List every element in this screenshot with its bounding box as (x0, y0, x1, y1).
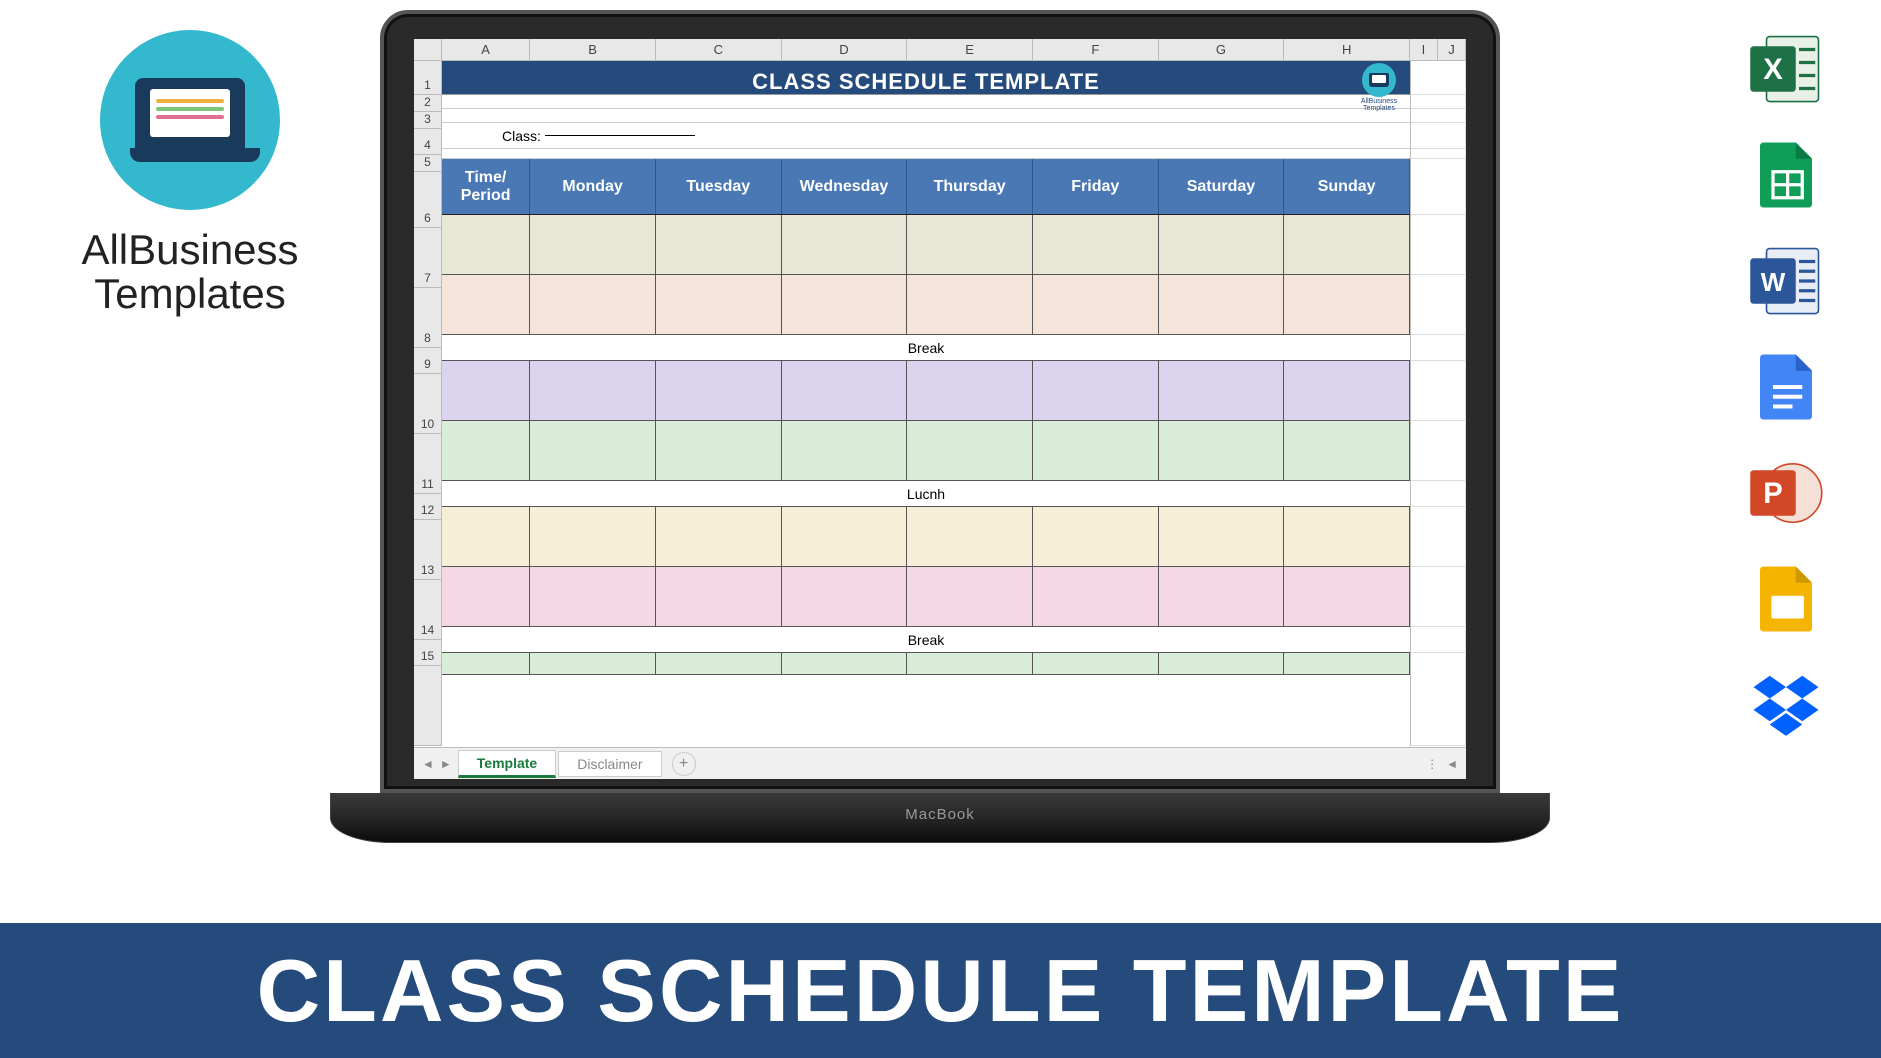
row-header-8[interactable]: 8 (414, 288, 441, 348)
row-header-1[interactable]: 1 (414, 61, 441, 95)
brand-name: AllBusinessTemplates (60, 228, 320, 316)
tab-options-icon[interactable]: ⋮ (1426, 757, 1438, 771)
period-row-7[interactable] (442, 653, 1410, 675)
column-headers-row: A B C D E F G H I J (414, 39, 1466, 61)
sheets-icon (1747, 136, 1825, 214)
row-header-9[interactable]: 9 (414, 348, 441, 374)
col-header-h[interactable]: H (1284, 39, 1410, 60)
sheet-title: CLASS SCHEDULE TEMPLATE (442, 61, 1410, 95)
lunch-row: Lucnh (442, 481, 1410, 507)
col-header-i[interactable]: I (1410, 39, 1438, 60)
empty-side-columns (1410, 61, 1466, 746)
tuesday-header: Tuesday (656, 159, 782, 214)
col-header-d[interactable]: D (782, 39, 908, 60)
day-headers-row: Time/Period Monday Tuesday Wednesday Thu… (442, 159, 1410, 215)
col-header-a[interactable]: A (442, 39, 530, 60)
add-sheet-button[interactable]: + (672, 752, 696, 776)
break-row-1: Break (442, 335, 1410, 361)
row-header-4[interactable]: 4 (414, 129, 441, 155)
row-header-14[interactable]: 14 (414, 580, 441, 640)
col-header-g[interactable]: G (1159, 39, 1285, 60)
row-header-13[interactable]: 13 (414, 520, 441, 580)
grid-area: CLASS SCHEDULE TEMPLATE Class: Time/Peri… (442, 61, 1466, 746)
bottom-banner: CLASS SCHEDULE TEMPLATE (0, 923, 1881, 1058)
sunday-header: Sunday (1284, 159, 1410, 214)
col-header-c[interactable]: C (656, 39, 782, 60)
dropbox-icon (1747, 666, 1825, 744)
powerpoint-icon: P (1747, 454, 1825, 532)
word-icon: W (1747, 242, 1825, 320)
row-header-11[interactable]: 11 (414, 434, 441, 494)
laptop-icon (130, 78, 250, 163)
excel-icon: X (1747, 30, 1825, 108)
svg-text:P: P (1763, 478, 1783, 510)
period-row-5[interactable] (442, 507, 1410, 567)
format-icons-column: X W P (1741, 30, 1831, 744)
sheet-tab-disclaimer[interactable]: Disclaimer (558, 751, 661, 777)
tab-nav-next-icon[interactable]: ► (440, 757, 452, 771)
svg-text:W: W (1761, 267, 1786, 297)
period-row-2[interactable] (442, 275, 1410, 335)
row-header-15[interactable]: 15 (414, 640, 441, 666)
class-label-row[interactable]: Class: (442, 123, 1410, 149)
period-row-3[interactable] (442, 361, 1410, 421)
col-header-f[interactable]: F (1033, 39, 1159, 60)
period-row-4[interactable] (442, 421, 1410, 481)
time-period-header: Time/Period (442, 159, 530, 214)
col-header-j[interactable]: J (1438, 39, 1466, 60)
slides-icon (1747, 560, 1825, 638)
sheet-tabs-bar: ◄ ► Template Disclaimer + ⋮ ◄ (414, 747, 1466, 779)
tab-nav-prev-icon[interactable]: ◄ (422, 757, 434, 771)
brand-logo: AllBusinessTemplates (60, 30, 320, 316)
brand-logo-circle (100, 30, 280, 210)
friday-header: Friday (1033, 159, 1159, 214)
row-header-2[interactable]: 2 (414, 95, 441, 112)
row-header-10[interactable]: 10 (414, 374, 441, 434)
laptop-mockup: A B C D E F G H I J 1 2 3 4 5 6 (380, 10, 1500, 843)
banner-title: CLASS SCHEDULE TEMPLATE (257, 940, 1625, 1042)
corner-logo-badge: AllBusiness Templates (1352, 63, 1406, 112)
saturday-header: Saturday (1159, 159, 1285, 214)
thursday-header: Thursday (907, 159, 1033, 214)
monday-header: Monday (530, 159, 656, 214)
row-headers-column: 1 2 3 4 5 6 7 8 9 10 11 12 13 14 15 (414, 61, 442, 746)
break-row-2: Break (442, 627, 1410, 653)
svg-text:X: X (1763, 54, 1783, 86)
spreadsheet-screen: A B C D E F G H I J 1 2 3 4 5 6 (414, 39, 1466, 779)
wednesday-header: Wednesday (782, 159, 908, 214)
period-row-1[interactable] (442, 215, 1410, 275)
laptop-brand-label: MacBook (905, 806, 975, 823)
sheet-tab-template[interactable]: Template (458, 750, 556, 778)
row-header-5[interactable]: 5 (414, 155, 441, 172)
docs-icon (1747, 348, 1825, 426)
row-header-12[interactable]: 12 (414, 494, 441, 520)
row-header-3[interactable]: 3 (414, 112, 441, 129)
col-header-b[interactable]: B (530, 39, 656, 60)
laptop-hinge: MacBook (330, 793, 1550, 843)
period-row-6[interactable] (442, 567, 1410, 627)
class-label: Class: (502, 128, 541, 144)
row-header-7[interactable]: 7 (414, 228, 441, 288)
row-header-6[interactable]: 6 (414, 172, 441, 228)
scroll-left-icon[interactable]: ◄ (1446, 757, 1458, 771)
col-header-e[interactable]: E (907, 39, 1033, 60)
